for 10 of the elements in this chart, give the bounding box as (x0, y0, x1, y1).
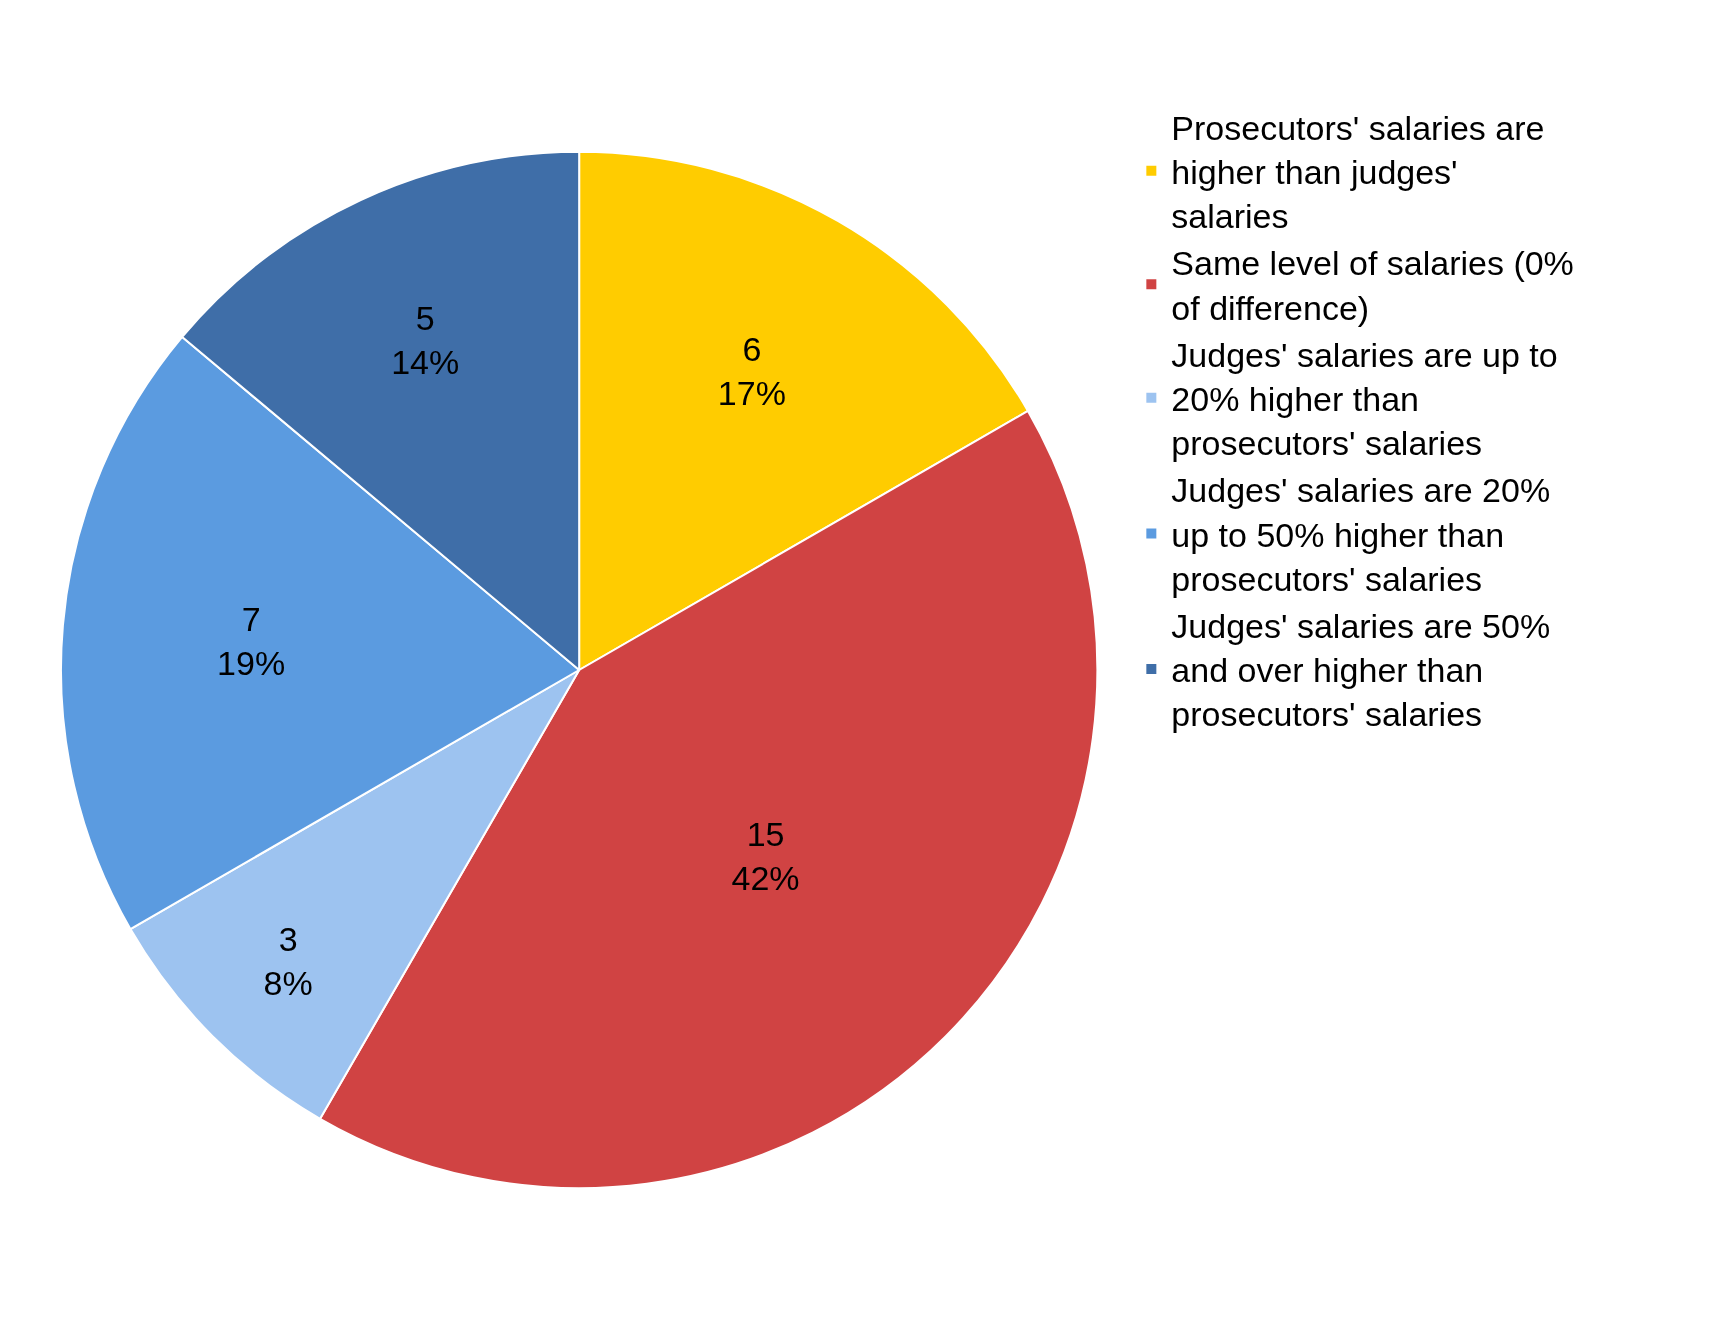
data-label: 5 14% (391, 298, 460, 381)
data-label: 7 19% (217, 600, 286, 683)
data-label: 3 8% (263, 919, 313, 1003)
legend-label: Judges' salaries are 50% and over higher than prosecutors' salaries (1171, 607, 1551, 734)
legend-label: Prosecutors' salaries are higher than judges' salaries (1171, 108, 1545, 236)
legend-label: Judges' salaries are up to 20% higher than prosecutors' salaries (1171, 335, 1558, 463)
legend-label: Same level of salaries (0% of difference) (1171, 244, 1574, 327)
legend-label: Judges' salaries are 20% up to 50% higher than prosecutors' salaries (1171, 471, 1551, 598)
data-label: 15 42% (731, 815, 800, 898)
data-label: 6 17% (717, 329, 786, 412)
